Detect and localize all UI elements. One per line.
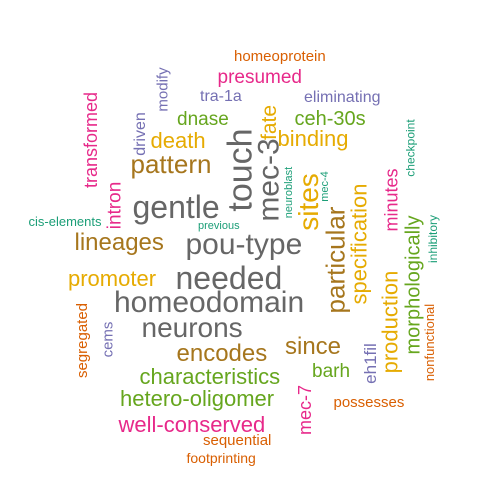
word-needed: needed	[175, 260, 283, 296]
word-well-conserved: well-conserved	[118, 412, 266, 437]
word-modify: modify	[154, 66, 172, 112]
word-morphologically: morphologically	[401, 215, 424, 355]
word-tra-1a: tra-1a	[200, 88, 242, 105]
word-specification: specification	[346, 183, 372, 305]
word-previous: previous	[198, 219, 240, 232]
word-homeodomain: homeodomain	[114, 286, 305, 319]
word-hetero-oligomer: hetero-oligomer	[120, 386, 275, 411]
word-cis-elements: cis-elements	[28, 213, 102, 229]
word-intron: intron	[104, 181, 126, 229]
word-ceh-30s: ceh-30s	[294, 108, 366, 130]
word-gentle: gentle	[132, 189, 220, 225]
word-homeoprotein: homeoprotein	[234, 47, 326, 65]
word-footprinting: footprinting	[186, 450, 256, 466]
word-segregated: segregated	[73, 302, 91, 378]
word-production: production	[376, 270, 402, 374]
word-characteristics: characteristics	[139, 364, 281, 389]
word-eliminating: eliminating	[304, 89, 381, 106]
word-sites: sites	[292, 173, 324, 231]
word-dnase: dnase	[177, 108, 229, 130]
word-eh1fil: eh1fil	[360, 342, 380, 384]
word-transformed: transformed	[81, 91, 102, 189]
word-neurons: neurons	[141, 312, 243, 343]
word-since: since	[285, 333, 342, 360]
word-checkpoint: checkpoint	[403, 119, 418, 177]
word-binding: binding	[277, 126, 349, 151]
word-mec-7: mec-7	[295, 384, 316, 436]
word-sequential: sequential	[203, 431, 272, 449]
word-pou-type: pou-type	[185, 228, 303, 261]
word-barh: barh	[312, 360, 351, 382]
word-lineages: lineages	[74, 229, 164, 256]
word-minutes: minutes	[381, 168, 402, 232]
word-particular: particular	[319, 206, 350, 314]
word-pattern: pattern	[130, 149, 212, 179]
word-possesses: possesses	[333, 393, 405, 411]
word-cems: cems	[99, 321, 117, 357]
word-death: death	[150, 128, 206, 153]
word-nonfunctional: nonfunctional	[421, 303, 437, 381]
word-inhibitory: inhibitory	[426, 214, 441, 264]
word-encodes: encodes	[176, 340, 268, 367]
word-presumed: presumed	[217, 66, 303, 88]
word-touch: touch	[221, 128, 260, 212]
word-promoter: promoter	[68, 266, 157, 291]
word-fate: fate	[257, 104, 281, 140]
